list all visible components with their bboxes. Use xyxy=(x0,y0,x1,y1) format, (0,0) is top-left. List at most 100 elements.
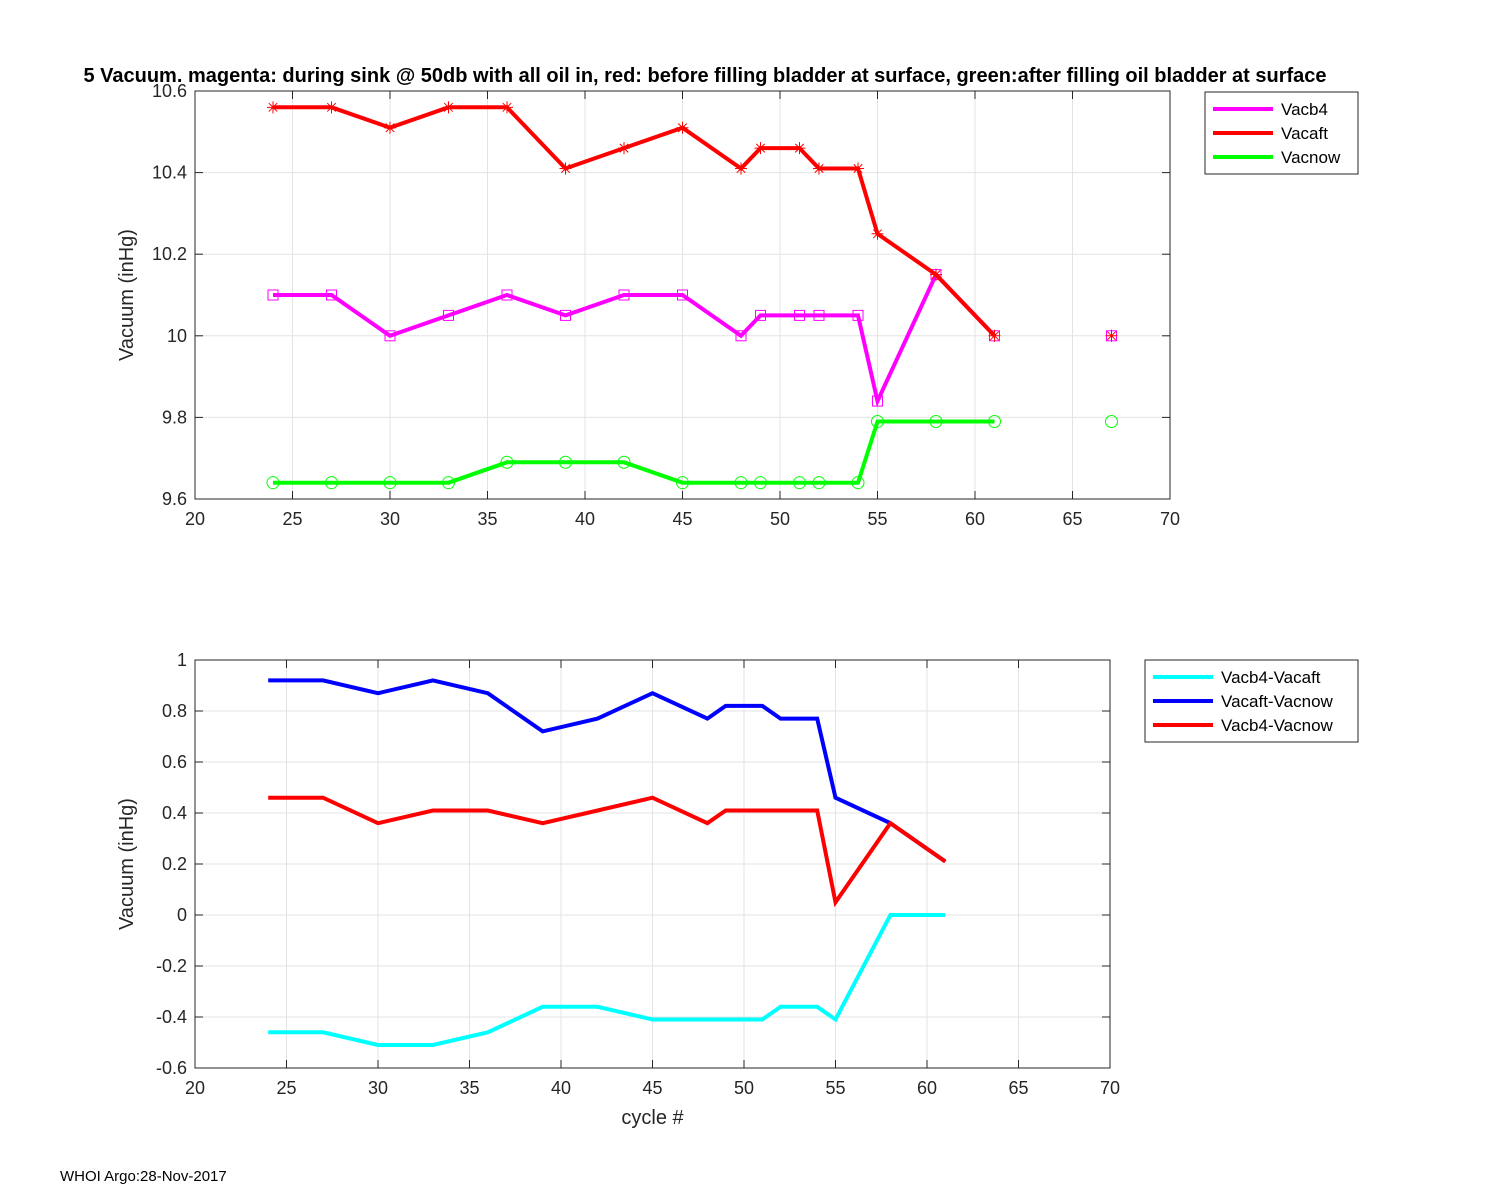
x-tick-label: 55 xyxy=(867,509,887,529)
marker-vacaft xyxy=(325,101,338,114)
x-tick-label: 25 xyxy=(276,1078,296,1098)
marker-vacaft xyxy=(559,162,572,175)
bottom-plot: 20 25 30 35 40 45 50 55 60 65 70 -0.6 -0.4 -0.2 0 0.2 0.… xyxy=(116,650,1359,1129)
x-tick-label: 20 xyxy=(185,509,205,529)
marker-vacaft xyxy=(1105,329,1118,342)
marker-vacb4 xyxy=(618,289,630,301)
series-line-vacb4-vacaft xyxy=(268,913,946,1047)
marker-vacaft xyxy=(813,162,825,175)
marker-vacaft xyxy=(384,121,396,134)
legend-label-vacb4: Vacb4 xyxy=(1281,100,1328,119)
legend-label-vacaft: Vacaft xyxy=(1281,124,1328,143)
marker-vacb4 xyxy=(384,330,396,342)
marker-vacaft xyxy=(618,142,630,155)
x-tick-label: 45 xyxy=(672,509,692,529)
y-tick-label: 0.8 xyxy=(162,701,187,721)
marker-vacnow xyxy=(754,476,767,490)
marker-vacb4 xyxy=(755,309,766,321)
marker-vacnow xyxy=(851,476,865,490)
marker-vacb4 xyxy=(501,289,513,301)
marker-vacnow xyxy=(500,455,514,469)
marker-vacb4 xyxy=(852,309,864,321)
axes-box xyxy=(194,90,1171,500)
marker-vacnow xyxy=(676,476,689,490)
axes-box xyxy=(194,659,1111,1069)
top-plot: 20 25 30 35 40 45 50 55 60 65 70 9.6 9.8 10 10.2 10.4 10… xyxy=(116,81,1359,529)
y-axis-label: Vacuum (inHg) xyxy=(116,798,138,930)
marker-vacaft xyxy=(267,101,279,114)
y-axis-label: Vacuum (inHg) xyxy=(116,229,138,361)
y-tick-label: 10 xyxy=(167,326,187,346)
x-tick-label: 45 xyxy=(642,1078,662,1098)
x-tick-label: 40 xyxy=(551,1078,571,1098)
marker-vacb4 xyxy=(872,395,883,407)
marker-vacnow xyxy=(812,476,826,490)
marker-vacaft xyxy=(871,227,884,240)
y-tick-label: 0.2 xyxy=(162,854,187,874)
marker-vacnow xyxy=(734,476,748,490)
figure-title: 5 Vacuum. magenta: during sink @ 50db wi… xyxy=(83,65,1326,87)
x-tick-label: 70 xyxy=(1100,1078,1120,1098)
marker-vacnow xyxy=(266,476,280,490)
legend-label-vacb4-vacnow: Vacb4-Vacnow xyxy=(1221,716,1334,735)
y-tick-label: -0.2 xyxy=(156,956,187,976)
marker-vacb4 xyxy=(794,309,805,321)
y-tick-label: 0.6 xyxy=(162,752,187,772)
x-tick-label: 70 xyxy=(1160,509,1180,529)
marker-vacaft xyxy=(676,121,689,134)
legend-label-vacaft-vacnow: Vacaft-Vacnow xyxy=(1221,692,1334,711)
x-axis-label: cycle # xyxy=(621,1107,684,1129)
marker-vacnow xyxy=(929,414,943,428)
marker-vacaft xyxy=(442,101,455,114)
y-tick-label: 10.2 xyxy=(152,244,187,264)
x-tick-label: 40 xyxy=(575,509,595,529)
y-tick-label: 10.6 xyxy=(152,81,187,101)
x-tick-label: 50 xyxy=(734,1078,754,1098)
marker-vacaft xyxy=(852,162,864,175)
marker-vacnow xyxy=(442,476,455,490)
x-tick-label: 30 xyxy=(368,1078,388,1098)
marker-vacb4 xyxy=(813,309,825,321)
y-tick-label: -0.4 xyxy=(156,1007,187,1027)
x-tick-label: 60 xyxy=(965,509,985,529)
series-line-vacb4-vacnow xyxy=(268,795,947,908)
x-tick-label: 25 xyxy=(282,509,302,529)
series-line-vacaft xyxy=(273,105,996,338)
marker-vacb4 xyxy=(560,309,571,321)
marker-vacnow xyxy=(617,455,631,469)
y-tick-label: 0.4 xyxy=(162,803,187,823)
footer-text: WHOI Argo:28-Nov-2017 xyxy=(60,1168,227,1185)
marker-vacb4 xyxy=(735,330,747,342)
x-tick-label: 35 xyxy=(477,509,497,529)
x-tick-label: 60 xyxy=(917,1078,937,1098)
marker-vacb4 xyxy=(326,289,337,301)
x-tick-label: 65 xyxy=(1062,509,1082,529)
marker-vacnow xyxy=(559,455,572,469)
marker-vacnow xyxy=(871,414,884,428)
marker-vacb4 xyxy=(267,289,279,301)
marker-vacb4 xyxy=(443,309,454,321)
marker-vacaft xyxy=(793,142,806,155)
series-line-vacb4 xyxy=(273,271,996,408)
x-tick-label: 30 xyxy=(380,509,400,529)
series-line-vacaft-vacnow xyxy=(268,678,947,864)
marker-vacnow xyxy=(383,476,397,490)
marker-vacaft xyxy=(735,162,747,175)
marker-vacnow xyxy=(325,476,338,490)
y-tick-label: 9.6 xyxy=(162,489,187,509)
x-tick-label: 35 xyxy=(459,1078,479,1098)
x-tick-label: 55 xyxy=(825,1078,845,1098)
x-tick-label: 20 xyxy=(185,1078,205,1098)
y-tick-label: 0 xyxy=(177,905,187,925)
marker-vacnow xyxy=(1105,414,1118,428)
marker-vacaft xyxy=(501,101,513,114)
marker-vacnow xyxy=(793,476,806,490)
marker-vacnow xyxy=(988,414,1001,428)
x-tick-label: 50 xyxy=(770,509,790,529)
y-tick-label: 1 xyxy=(177,650,187,670)
marker-vacaft xyxy=(754,142,767,155)
marker-vacaft xyxy=(930,268,942,281)
series-line-vacnow xyxy=(273,419,995,485)
legend-label-vacb4-vacaft: Vacb4-Vacaft xyxy=(1221,668,1321,687)
